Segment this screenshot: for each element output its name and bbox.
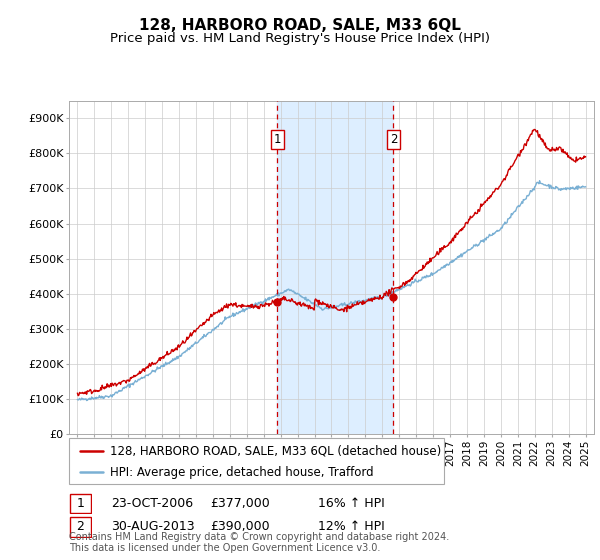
Text: 128, HARBORO ROAD, SALE, M33 6QL (detached house): 128, HARBORO ROAD, SALE, M33 6QL (detach…	[110, 445, 442, 458]
FancyBboxPatch shape	[70, 494, 91, 513]
Text: 12% ↑ HPI: 12% ↑ HPI	[318, 520, 385, 534]
Text: 23-OCT-2006: 23-OCT-2006	[111, 497, 193, 510]
Text: HPI: Average price, detached house, Trafford: HPI: Average price, detached house, Traf…	[110, 465, 374, 478]
Text: 2: 2	[76, 520, 85, 534]
Bar	[277, 101, 394, 434]
FancyBboxPatch shape	[70, 517, 91, 536]
Text: Contains HM Land Registry data © Crown copyright and database right 2024.
This d: Contains HM Land Registry data © Crown c…	[69, 531, 449, 553]
Text: Price paid vs. HM Land Registry's House Price Index (HPI): Price paid vs. HM Land Registry's House …	[110, 32, 490, 45]
Text: 30-AUG-2013: 30-AUG-2013	[111, 520, 194, 534]
FancyBboxPatch shape	[69, 438, 444, 484]
Text: £390,000: £390,000	[210, 520, 269, 534]
Text: £377,000: £377,000	[210, 497, 270, 510]
Text: 2: 2	[390, 133, 397, 146]
Text: 128, HARBORO ROAD, SALE, M33 6QL: 128, HARBORO ROAD, SALE, M33 6QL	[139, 18, 461, 33]
Text: 16% ↑ HPI: 16% ↑ HPI	[318, 497, 385, 510]
Text: 1: 1	[274, 133, 281, 146]
Text: 1: 1	[76, 497, 85, 510]
